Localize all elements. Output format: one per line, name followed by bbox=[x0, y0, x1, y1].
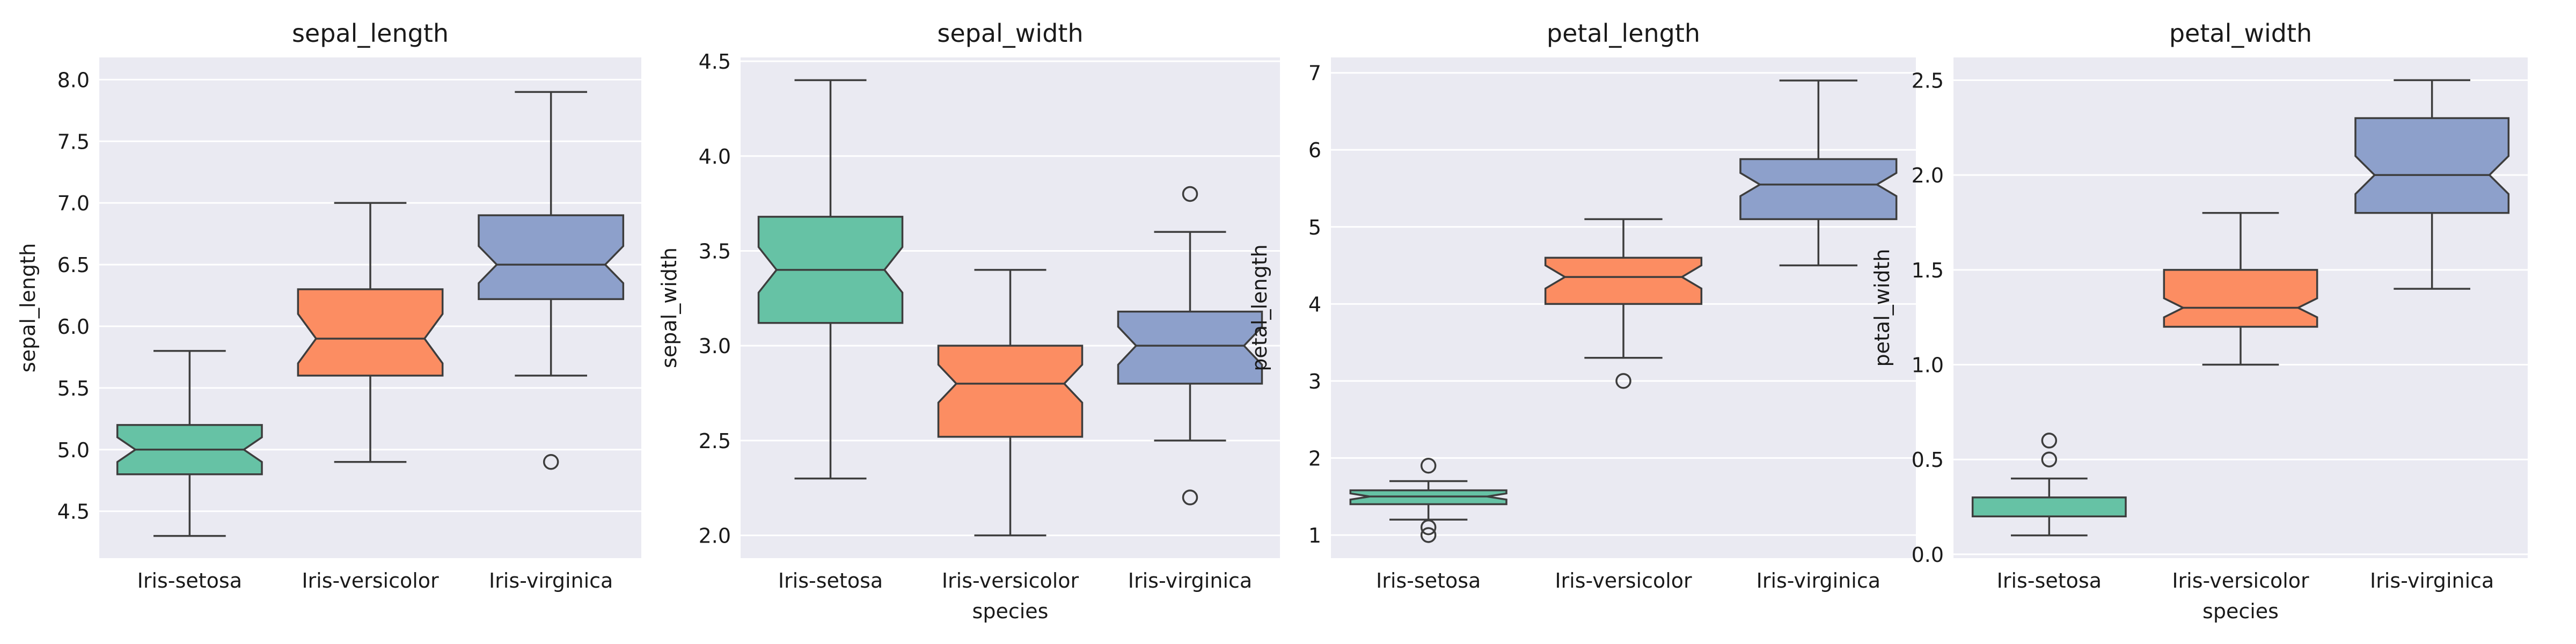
outlier-point bbox=[1182, 489, 1198, 506]
y-tick-label: 5 bbox=[1308, 216, 1321, 239]
box-iris-virginica bbox=[1739, 79, 1898, 267]
box-iris-virginica bbox=[2354, 79, 2510, 290]
x-tick-label: Iris-setosa bbox=[1376, 569, 1481, 592]
box-body bbox=[2163, 269, 2318, 328]
y-tick-label: 6.0 bbox=[57, 315, 90, 339]
box-iris-versicolor bbox=[2163, 212, 2318, 366]
y-axis-label: petal_length bbox=[1248, 244, 1271, 371]
y-tick-label: 4.5 bbox=[699, 50, 731, 74]
y-tick-label: 0.0 bbox=[1912, 543, 1944, 567]
y-axis-label: sepal_length bbox=[16, 243, 40, 372]
y-tick-label: 1.0 bbox=[1912, 354, 1944, 377]
subplot-sepal-length: 4.55.05.56.06.57.07.58.0sepal_lengthsepa… bbox=[16, 19, 641, 592]
box-iris-virginica bbox=[1117, 186, 1263, 506]
x-axis-label: species bbox=[2202, 599, 2279, 623]
y-tick-label: 7.0 bbox=[57, 192, 90, 215]
y-tick-label: 3 bbox=[1308, 370, 1321, 393]
box-body bbox=[937, 345, 1084, 438]
x-tick-label: Iris-virginica bbox=[489, 569, 613, 592]
subplot-title: sepal_length bbox=[292, 19, 449, 48]
x-tick-label: Iris-virginica bbox=[2370, 569, 2494, 592]
outlier-point bbox=[1420, 458, 1437, 474]
x-tick-label: Iris-virginica bbox=[1128, 569, 1252, 592]
outlier-point bbox=[2041, 451, 2058, 467]
y-tick-label: 5.5 bbox=[57, 377, 90, 400]
box-iris-virginica bbox=[478, 91, 625, 470]
y-tick-label: 2.5 bbox=[699, 429, 731, 453]
box-body bbox=[1117, 310, 1263, 385]
box-iris-setosa bbox=[1349, 458, 1507, 543]
x-tick-label: Iris-virginica bbox=[1757, 569, 1880, 592]
outlier-point bbox=[1615, 373, 1631, 389]
y-tick-label: 7.5 bbox=[57, 130, 90, 153]
subplot-petal-length: 1 2 3 4 5 6 7 petal_length petal_length Iris-seto… bbox=[1248, 19, 1916, 592]
x-tick-label: Iris-setosa bbox=[778, 569, 883, 592]
x-tick-label: Iris-setosa bbox=[1997, 569, 2102, 592]
y-tick-label: 4.5 bbox=[57, 500, 90, 524]
outlier-point bbox=[1182, 186, 1198, 202]
box-body bbox=[1544, 257, 1703, 305]
box-iris-versicolor bbox=[297, 202, 444, 463]
subplot-title: petal_length bbox=[1547, 19, 1700, 48]
x-tick-label: Iris-versicolor bbox=[302, 569, 439, 592]
box-iris-setosa bbox=[116, 350, 263, 537]
y-tick-label: 8.0 bbox=[57, 68, 90, 92]
y-tick-label: 3.0 bbox=[699, 334, 731, 358]
box-iris-versicolor bbox=[1544, 218, 1703, 389]
y-tick-label: 7 bbox=[1308, 62, 1321, 85]
box-iris-setosa bbox=[757, 79, 904, 480]
x-axis-label: species bbox=[972, 599, 1049, 623]
y-tick-label: 2.5 bbox=[1912, 69, 1944, 92]
y-tick-label: 3.5 bbox=[699, 239, 731, 263]
y-axis-label: sepal_width bbox=[657, 247, 681, 368]
x-tick-label: Iris-versicolor bbox=[2172, 569, 2309, 592]
box-body bbox=[297, 288, 444, 377]
x-tick-label: Iris-setosa bbox=[137, 569, 242, 592]
outlier-point bbox=[1420, 527, 1437, 543]
x-tick-label: Iris-versicolor bbox=[1555, 569, 1692, 592]
y-tick-label: 1.5 bbox=[1912, 259, 1944, 282]
y-tick-label: 2.0 bbox=[1912, 164, 1944, 187]
y-axis-label: petal_width bbox=[1870, 249, 1894, 367]
subplot-title: petal_width bbox=[2169, 19, 2312, 48]
outlier-point bbox=[1420, 519, 1437, 536]
y-tick-label: 6 bbox=[1308, 138, 1321, 162]
outlier-point bbox=[543, 454, 559, 470]
subplot-sepal-width: 2.0 2.5 3.0 3.5 4.0 4.5 sepal_width sepal_width… bbox=[657, 19, 1280, 623]
outlier-point bbox=[2041, 433, 2058, 449]
y-tick-label: 0.5 bbox=[1912, 448, 1944, 472]
box-body bbox=[2354, 117, 2510, 214]
y-tick-label: 1 bbox=[1308, 524, 1321, 547]
y-tick-label: 2 bbox=[1308, 447, 1321, 470]
y-tick-label: 6.5 bbox=[57, 253, 90, 277]
y-tick-label: 4.0 bbox=[699, 145, 731, 169]
y-tick-label: 2.0 bbox=[699, 524, 731, 548]
y-tick-label: 4 bbox=[1308, 292, 1321, 316]
subplot-petal-width: 0.0 0.5 1.0 1.5 2.0 2.5 petal_width petal_width… bbox=[1870, 19, 2528, 623]
box-iris-versicolor bbox=[937, 269, 1084, 537]
x-tick-label: Iris-versicolor bbox=[942, 569, 1079, 592]
y-tick-label: 5.0 bbox=[57, 438, 90, 462]
box-body bbox=[478, 214, 625, 301]
subplot-title: sepal_width bbox=[937, 19, 1083, 48]
box-iris-setosa bbox=[1971, 433, 2127, 537]
box-body bbox=[1739, 158, 1898, 221]
box-body bbox=[1971, 496, 2127, 517]
